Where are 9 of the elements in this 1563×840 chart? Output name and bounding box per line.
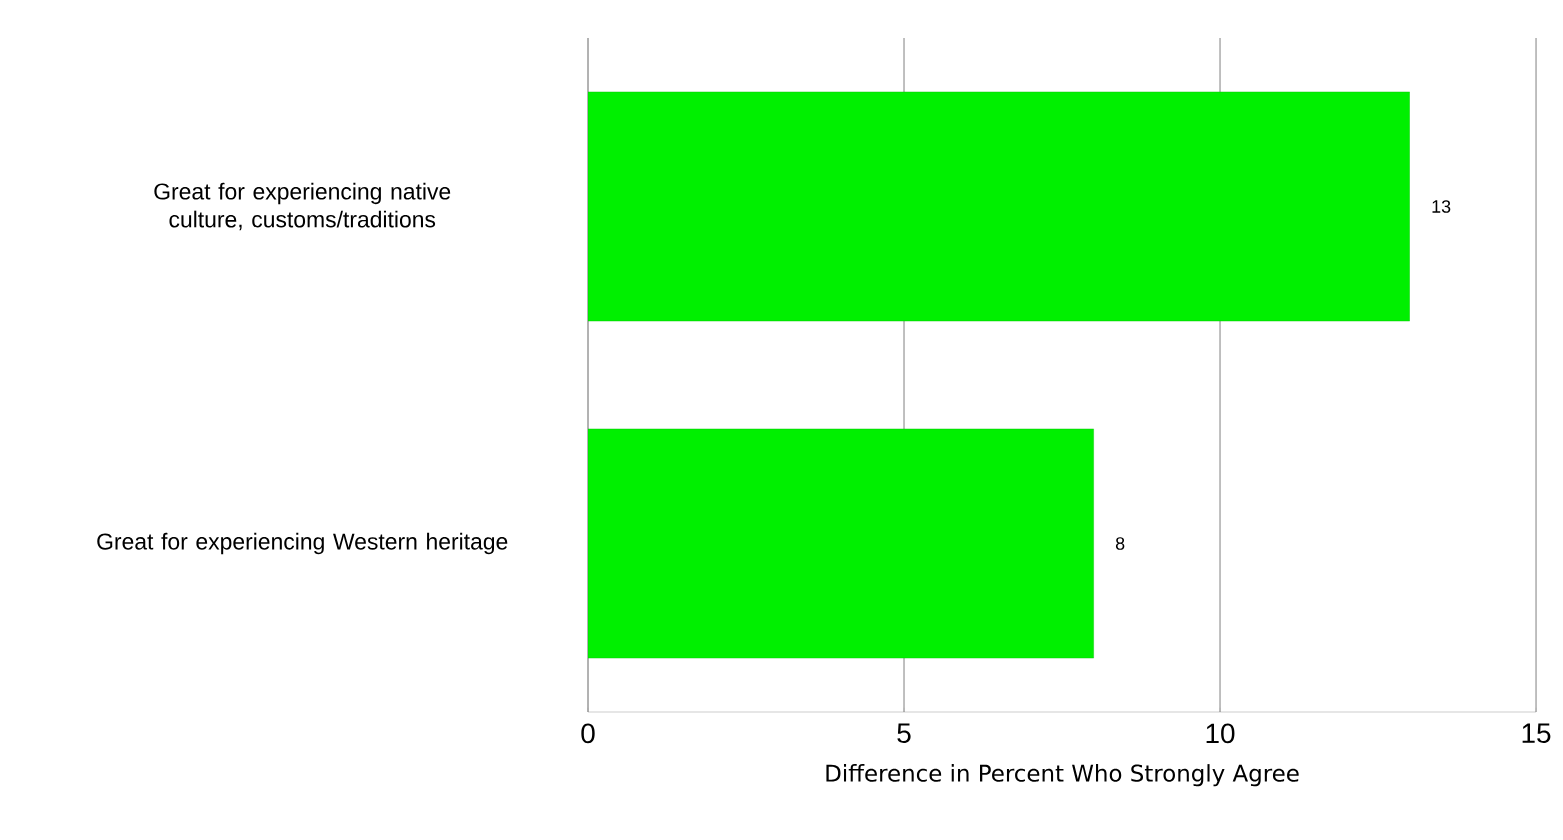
x-axis-title: Difference in Percent Who Strongly Agree <box>826 764 1299 787</box>
y-tick-label: Great for experiencing native culture, customs/traditions <box>154 182 451 231</box>
x-tick-label: 10 <box>1206 723 1235 744</box>
x-tick-label: 5 <box>897 723 911 743</box>
data-label: 8 <box>1115 537 1125 550</box>
x-tick-label: 0 <box>581 723 595 744</box>
data-label: 13 <box>1432 200 1451 213</box>
y-tick-label: Great for experiencing Western heritage <box>97 532 508 555</box>
x-tick-label: 15 <box>1522 723 1551 743</box>
